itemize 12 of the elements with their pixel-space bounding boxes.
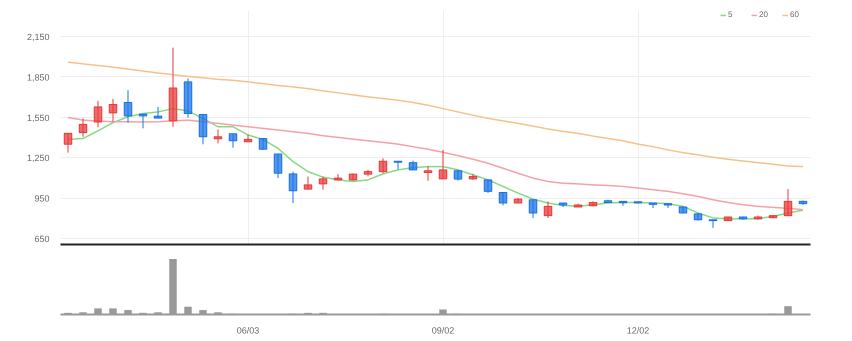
legend-label: 20 bbox=[759, 10, 769, 19]
x-tick-label: 06/03 bbox=[236, 326, 260, 336]
y-tick-label: 1,250 bbox=[26, 153, 50, 164]
y-tick-label: 1,850 bbox=[26, 72, 50, 82]
y-tick-label: 650 bbox=[34, 234, 50, 244]
x-tick-label: 12/02 bbox=[626, 326, 650, 336]
y-tick-label: 950 bbox=[34, 194, 50, 204]
x-tick-label: 09/02 bbox=[432, 326, 454, 336]
y-tick-label: 1,550 bbox=[26, 112, 50, 123]
y-tick-label: 2,150 bbox=[26, 32, 50, 42]
legend-label: 60 bbox=[790, 10, 800, 19]
legend-label: 5 bbox=[728, 10, 734, 19]
